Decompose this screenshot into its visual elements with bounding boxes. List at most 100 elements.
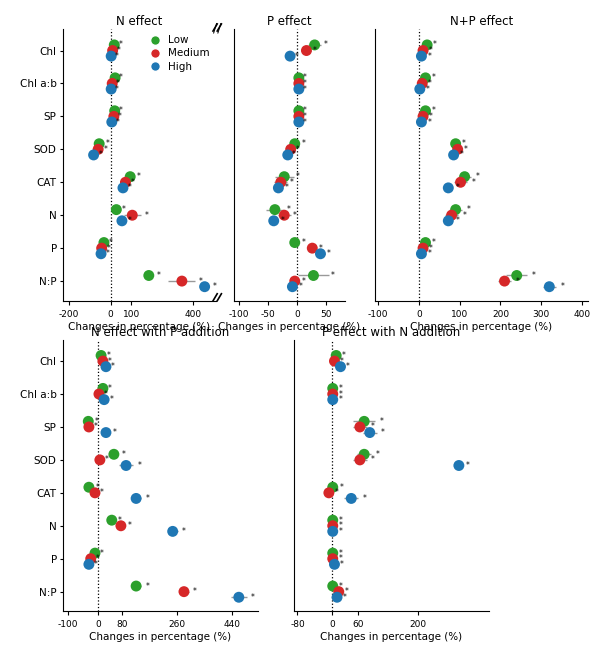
- Point: [421, 105, 430, 116]
- Point: [96, 350, 106, 360]
- Point: [179, 586, 189, 597]
- Point: [294, 117, 304, 127]
- Text: *: *: [428, 79, 432, 88]
- Text: *: *: [106, 249, 110, 258]
- Text: *: *: [115, 85, 119, 94]
- Text: *: *: [427, 118, 431, 127]
- Point: [418, 111, 428, 122]
- Point: [127, 210, 137, 221]
- Point: [110, 105, 119, 116]
- Text: *: *: [429, 112, 433, 121]
- Legend: Low, Medium, High: Low, Medium, High: [143, 34, 211, 72]
- Text: *: *: [476, 172, 479, 181]
- Text: *: *: [199, 276, 203, 285]
- Point: [94, 138, 104, 149]
- Text: *: *: [292, 151, 296, 159]
- Text: *: *: [95, 417, 98, 426]
- Point: [460, 171, 469, 182]
- Text: *: *: [106, 139, 109, 148]
- Text: *: *: [293, 211, 297, 220]
- Point: [89, 149, 98, 160]
- Text: *: *: [94, 422, 98, 432]
- Text: *: *: [456, 183, 460, 192]
- Point: [359, 449, 369, 459]
- Point: [125, 171, 135, 182]
- Point: [110, 72, 120, 83]
- Point: [270, 204, 280, 215]
- Text: *: *: [466, 461, 470, 470]
- Point: [101, 362, 111, 372]
- Text: *: *: [426, 85, 430, 94]
- Text: *: *: [342, 351, 346, 360]
- Point: [328, 581, 338, 591]
- Point: [100, 395, 109, 405]
- Text: *: *: [340, 483, 344, 492]
- Text: *: *: [301, 276, 305, 285]
- Text: *: *: [338, 554, 342, 564]
- Point: [121, 177, 130, 188]
- Title: N effect with P addition: N effect with P addition: [91, 325, 230, 338]
- Text: *: *: [303, 73, 307, 82]
- Point: [285, 51, 295, 61]
- Text: *: *: [338, 582, 342, 591]
- Text: *: *: [109, 238, 113, 247]
- Text: *: *: [116, 79, 120, 88]
- Point: [107, 515, 116, 525]
- Text: *: *: [111, 362, 115, 371]
- X-axis label: Changes in percentage (%): Changes in percentage (%): [410, 322, 553, 332]
- Text: *: *: [118, 40, 122, 49]
- Text: *: *: [456, 216, 460, 225]
- Text: *: *: [122, 450, 125, 459]
- Point: [421, 72, 430, 83]
- Point: [307, 243, 317, 254]
- Text: *: *: [429, 46, 433, 55]
- Point: [109, 39, 119, 50]
- Point: [500, 276, 509, 286]
- Point: [116, 521, 125, 531]
- Point: [329, 559, 339, 569]
- Text: *: *: [127, 216, 131, 225]
- Point: [168, 526, 178, 536]
- Text: *: *: [431, 106, 435, 115]
- Point: [274, 182, 283, 193]
- Point: [108, 45, 118, 56]
- Point: [234, 592, 244, 602]
- Point: [451, 204, 460, 215]
- Point: [287, 281, 297, 292]
- Point: [94, 389, 104, 399]
- Point: [90, 488, 100, 498]
- Point: [449, 149, 458, 160]
- Point: [106, 84, 116, 94]
- Point: [365, 428, 374, 438]
- Text: *: *: [116, 118, 119, 127]
- Text: *: *: [145, 494, 149, 503]
- Text: *: *: [136, 172, 140, 181]
- Point: [83, 416, 93, 426]
- Text: *: *: [119, 106, 122, 115]
- Text: *: *: [362, 494, 367, 503]
- Text: *: *: [431, 238, 435, 247]
- Point: [98, 383, 108, 393]
- Point: [331, 350, 341, 360]
- Point: [328, 548, 338, 558]
- Point: [512, 270, 521, 281]
- Text: *: *: [371, 422, 375, 432]
- Point: [117, 215, 127, 226]
- Point: [443, 182, 453, 193]
- Point: [286, 144, 295, 155]
- Text: *: *: [287, 205, 290, 214]
- Text: *: *: [343, 593, 347, 602]
- Point: [131, 581, 141, 591]
- Text: *: *: [118, 112, 122, 121]
- Text: *: *: [464, 145, 467, 154]
- Text: *: *: [157, 271, 161, 280]
- Text: *: *: [251, 593, 255, 602]
- Text: *: *: [285, 183, 289, 192]
- Text: *: *: [303, 79, 307, 88]
- Text: *: *: [376, 450, 379, 459]
- Title: P effect with N addition: P effect with N addition: [322, 325, 461, 338]
- Point: [545, 281, 554, 292]
- Point: [324, 488, 334, 498]
- Text: *: *: [193, 587, 197, 596]
- Text: *: *: [105, 455, 109, 465]
